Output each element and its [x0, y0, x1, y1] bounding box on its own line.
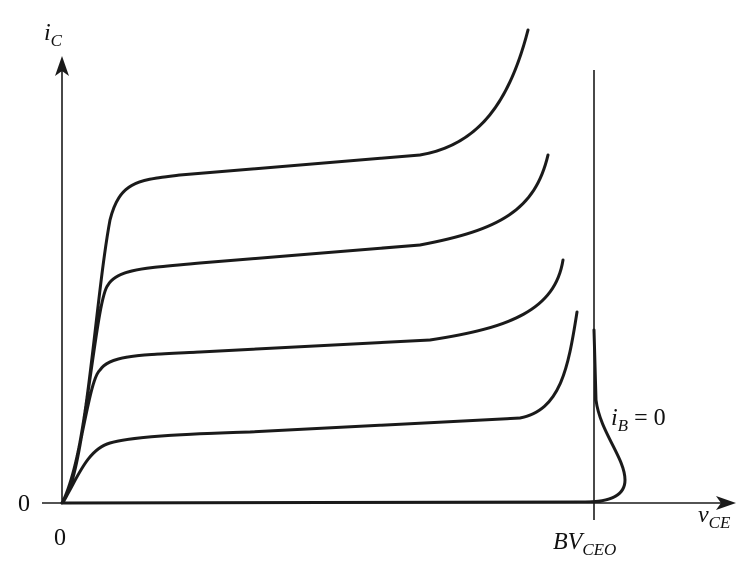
y-arrow	[55, 56, 69, 76]
breakdown-label: BVCEO	[553, 529, 616, 559]
x-origin-label: 0	[54, 525, 66, 551]
annotation: iB = 0	[611, 405, 666, 435]
curve-ib1	[60, 258, 565, 505]
curve-ib2	[60, 153, 550, 505]
y-origin-label: 0	[18, 491, 30, 517]
curve-ib-zero	[60, 328, 627, 505]
x-arrow	[716, 496, 736, 510]
x-axis-label: vCE	[698, 502, 731, 532]
curve-ib0-5	[60, 310, 579, 505]
y-axis-label: iC	[44, 20, 63, 50]
curve-ib3	[60, 28, 530, 505]
